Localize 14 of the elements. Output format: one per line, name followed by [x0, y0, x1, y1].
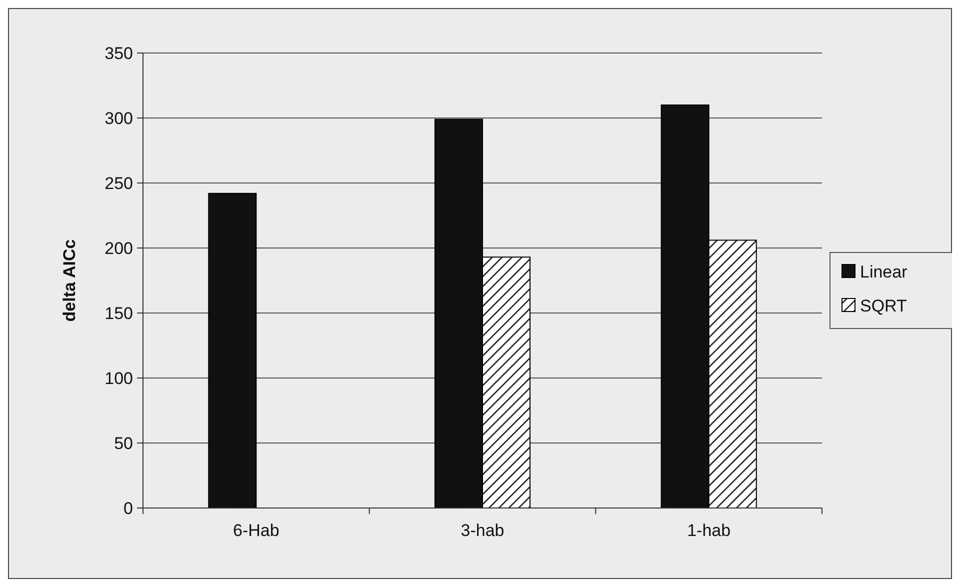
x-tick-label: 1-hab [687, 521, 731, 540]
x-tick-label: 3-hab [460, 521, 504, 540]
y-tick-label: 150 [104, 304, 133, 323]
y-tick-label: 200 [104, 238, 133, 258]
y-tick-label: 350 [104, 44, 133, 63]
y-axis-title: delta AICc [60, 239, 79, 322]
legend-label: Linear [860, 262, 908, 282]
legend-label: SQRT [860, 296, 907, 316]
y-tick-label: 0 [124, 498, 133, 518]
y-tick-label: 300 [104, 108, 133, 128]
y-tick-label: 50 [114, 434, 133, 453]
y-tick-label: 100 [104, 368, 133, 388]
y-tick-label: 250 [104, 174, 133, 193]
x-tick-label: 6-Hab [233, 521, 280, 540]
